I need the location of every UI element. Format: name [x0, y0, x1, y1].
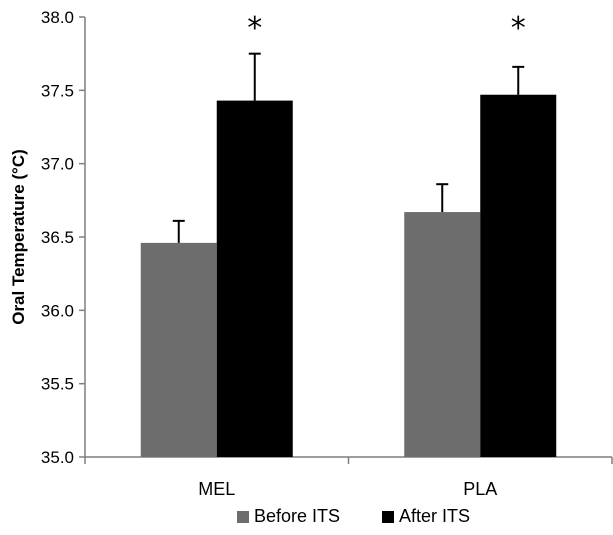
- y-tick-label: 37.5: [41, 81, 74, 100]
- y-axis-label: Oral Temperature (°C): [9, 149, 28, 325]
- y-tick-label: 38.0: [41, 8, 74, 27]
- significance-asterisk: *: [247, 11, 262, 46]
- y-tick-label: 35.0: [41, 448, 74, 467]
- bar-mel-before-its: [140, 242, 217, 457]
- y-tick-label: 36.0: [41, 301, 74, 320]
- significance-markers: * *: [247, 11, 526, 46]
- legend-label-before-its: Before ITS: [254, 506, 340, 526]
- significance-asterisk: *: [511, 11, 526, 46]
- x-category-label-pla: PLA: [463, 479, 497, 499]
- category-labels: MEL PLA: [198, 479, 497, 499]
- error-bars: [172, 52, 525, 243]
- legend-label-after-its: After ITS: [399, 506, 470, 526]
- bar-pla-before-its: [404, 212, 481, 457]
- legend-swatch-before-its: [237, 511, 249, 523]
- y-tick-label: 37.0: [41, 155, 74, 174]
- bar-mel-after-its: [216, 100, 293, 457]
- x-ticks: [84, 457, 613, 464]
- legend: Before ITS After ITS: [237, 506, 470, 526]
- y-tick-label: 36.5: [41, 228, 74, 247]
- bars: [140, 94, 557, 457]
- y-tick-label: 35.5: [41, 375, 74, 394]
- legend-swatch-after-its: [382, 511, 394, 523]
- x-category-label-mel: MEL: [198, 479, 235, 499]
- y-ticks: 35.0 35.5 36.0 36.5 37.0 37.5 38.0: [41, 8, 85, 467]
- bar-pla-after-its: [480, 94, 557, 457]
